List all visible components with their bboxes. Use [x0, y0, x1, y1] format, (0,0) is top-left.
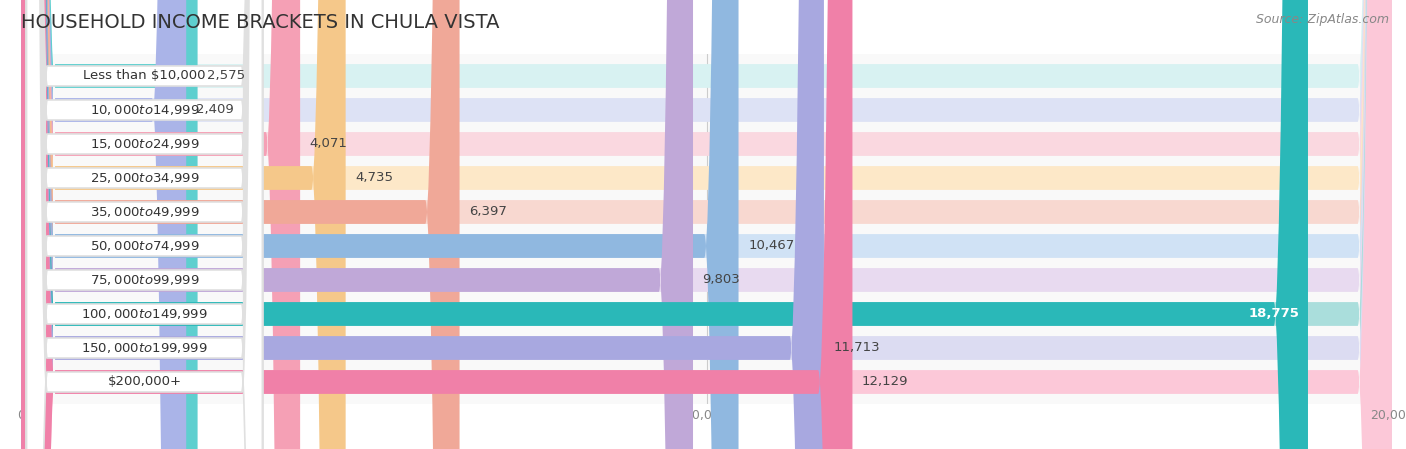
FancyBboxPatch shape: [27, 0, 263, 449]
Text: 10,467: 10,467: [748, 239, 794, 252]
Text: $25,000 to $34,999: $25,000 to $34,999: [90, 171, 200, 185]
FancyBboxPatch shape: [21, 0, 1392, 449]
Text: $10,000 to $14,999: $10,000 to $14,999: [90, 103, 200, 117]
FancyBboxPatch shape: [27, 0, 263, 449]
FancyBboxPatch shape: [21, 0, 738, 449]
Text: 12,129: 12,129: [862, 375, 908, 388]
FancyBboxPatch shape: [27, 0, 263, 449]
FancyBboxPatch shape: [21, 0, 1392, 449]
Text: 2,409: 2,409: [195, 103, 233, 116]
FancyBboxPatch shape: [21, 0, 1392, 449]
Text: $75,000 to $99,999: $75,000 to $99,999: [90, 273, 200, 287]
FancyBboxPatch shape: [21, 0, 852, 449]
FancyBboxPatch shape: [21, 0, 824, 449]
FancyBboxPatch shape: [27, 0, 263, 449]
Text: HOUSEHOLD INCOME BRACKETS IN CHULA VISTA: HOUSEHOLD INCOME BRACKETS IN CHULA VISTA: [21, 13, 499, 32]
FancyBboxPatch shape: [21, 0, 1392, 449]
FancyBboxPatch shape: [27, 0, 263, 449]
FancyBboxPatch shape: [21, 0, 460, 449]
Text: 2,575: 2,575: [207, 70, 245, 83]
FancyBboxPatch shape: [21, 0, 198, 449]
FancyBboxPatch shape: [21, 0, 1392, 449]
FancyBboxPatch shape: [27, 0, 263, 449]
FancyBboxPatch shape: [27, 0, 263, 449]
FancyBboxPatch shape: [21, 0, 186, 449]
Text: 18,775: 18,775: [1249, 308, 1299, 321]
Text: $15,000 to $24,999: $15,000 to $24,999: [90, 137, 200, 151]
FancyBboxPatch shape: [21, 0, 346, 449]
Text: 9,803: 9,803: [703, 273, 741, 286]
Text: Less than $10,000: Less than $10,000: [83, 70, 205, 83]
Text: $50,000 to $74,999: $50,000 to $74,999: [90, 239, 200, 253]
Text: Source: ZipAtlas.com: Source: ZipAtlas.com: [1256, 13, 1389, 26]
Text: 11,713: 11,713: [834, 342, 880, 355]
FancyBboxPatch shape: [21, 0, 1392, 449]
FancyBboxPatch shape: [21, 0, 1392, 449]
Text: 4,735: 4,735: [356, 172, 394, 185]
FancyBboxPatch shape: [27, 0, 263, 449]
Text: $150,000 to $199,999: $150,000 to $199,999: [82, 341, 208, 355]
FancyBboxPatch shape: [21, 0, 1392, 449]
Text: 6,397: 6,397: [470, 206, 508, 219]
Text: 4,071: 4,071: [309, 137, 347, 150]
FancyBboxPatch shape: [21, 0, 1308, 449]
Text: $100,000 to $149,999: $100,000 to $149,999: [82, 307, 208, 321]
Text: $200,000+: $200,000+: [107, 375, 181, 388]
Text: $35,000 to $49,999: $35,000 to $49,999: [90, 205, 200, 219]
FancyBboxPatch shape: [21, 0, 693, 449]
FancyBboxPatch shape: [27, 0, 263, 449]
FancyBboxPatch shape: [21, 0, 1392, 449]
FancyBboxPatch shape: [21, 0, 299, 449]
FancyBboxPatch shape: [21, 0, 1392, 449]
FancyBboxPatch shape: [27, 0, 263, 449]
